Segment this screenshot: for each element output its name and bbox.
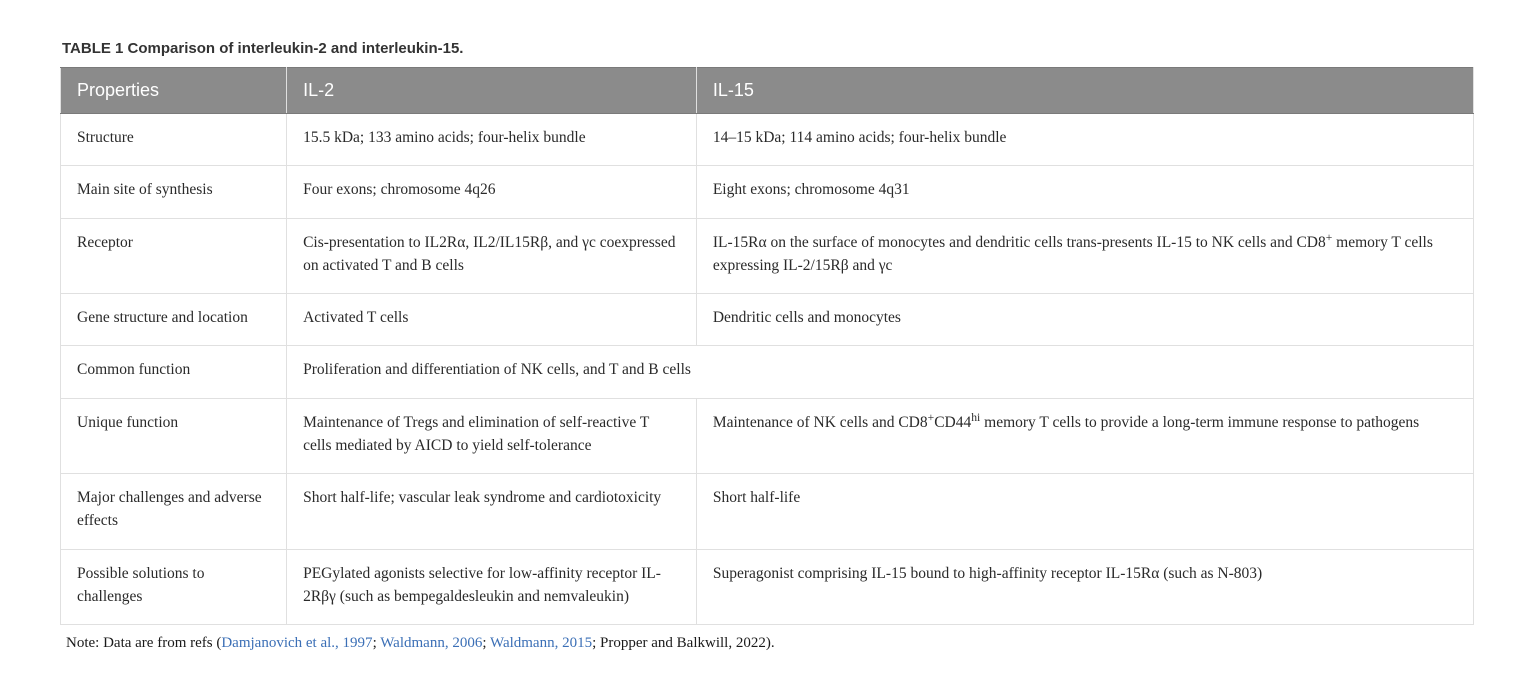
table-row: Main site of synthesisFour exons; chromo… — [61, 166, 1474, 218]
il2-cell: PEGylated agonists selective for low-aff… — [287, 549, 697, 625]
il2-cell: Maintenance of Tregs and elimination of … — [287, 398, 697, 474]
table-row: Possible solutions to challengesPEGylate… — [61, 549, 1474, 625]
property-cell: Receptor — [61, 218, 287, 294]
note-ref[interactable]: Propper and Balkwill, 2022 — [600, 635, 766, 651]
il2-cell: 15.5 kDa; 133 amino acids; four-helix bu… — [287, 114, 697, 166]
il15-cell: Superagonist comprising IL-15 bound to h… — [696, 549, 1473, 625]
note-prefix: Note: Data are from refs ( — [66, 635, 221, 651]
table-row: Unique functionMaintenance of Tregs and … — [61, 398, 1474, 474]
table-row: Gene structure and locationActivated T c… — [61, 294, 1474, 346]
table-row: ReceptorCis-presentation to IL2Rα, IL2/I… — [61, 218, 1474, 294]
il15-cell: Dendritic cells and monocytes — [696, 294, 1473, 346]
table-caption: TABLE 1 Comparison of interleukin-2 and … — [62, 40, 1474, 57]
note-ref[interactable]: Waldmann, 2015 — [490, 635, 592, 651]
table-row: Common functionProliferation and differe… — [61, 346, 1474, 398]
il2-cell: Four exons; chromosome 4q26 — [287, 166, 697, 218]
col-header-il2: IL-2 — [287, 68, 697, 114]
il2-cell: Cis-presentation to IL2Rα, IL2/IL15Rβ, a… — [287, 218, 697, 294]
comparison-table: Properties IL-2 IL-15 Structure15.5 kDa;… — [60, 67, 1474, 625]
merged-cell: Proliferation and differentiation of NK … — [287, 346, 1474, 398]
property-cell: Unique function — [61, 398, 287, 474]
property-cell: Common function — [61, 346, 287, 398]
il15-cell: Short half-life — [696, 474, 1473, 550]
property-cell: Structure — [61, 114, 287, 166]
il15-cell: Maintenance of NK cells and CD8+CD44hi m… — [696, 398, 1473, 474]
il15-cell: Eight exons; chromosome 4q31 — [696, 166, 1473, 218]
property-cell: Possible solutions to challenges — [61, 549, 287, 625]
table-header-row: Properties IL-2 IL-15 — [61, 68, 1474, 114]
table-row: Structure15.5 kDa; 133 amino acids; four… — [61, 114, 1474, 166]
property-cell: Main site of synthesis — [61, 166, 287, 218]
property-cell: Major challenges and adverse effects — [61, 474, 287, 550]
table-note: Note: Data are from refs (Damjanovich et… — [66, 635, 1474, 652]
property-cell: Gene structure and location — [61, 294, 287, 346]
col-header-il15: IL-15 — [696, 68, 1473, 114]
il15-cell: 14–15 kDa; 114 amino acids; four-helix b… — [696, 114, 1473, 166]
note-suffix: ). — [766, 635, 775, 651]
note-ref[interactable]: Waldmann, 2006 — [380, 635, 482, 651]
il2-cell: Short half-life; vascular leak syndrome … — [287, 474, 697, 550]
il2-cell: Activated T cells — [287, 294, 697, 346]
note-ref[interactable]: Damjanovich et al., 1997 — [221, 635, 372, 651]
col-header-properties: Properties — [61, 68, 287, 114]
table-row: Major challenges and adverse effectsShor… — [61, 474, 1474, 550]
il15-cell: IL-15Rα on the surface of monocytes and … — [696, 218, 1473, 294]
